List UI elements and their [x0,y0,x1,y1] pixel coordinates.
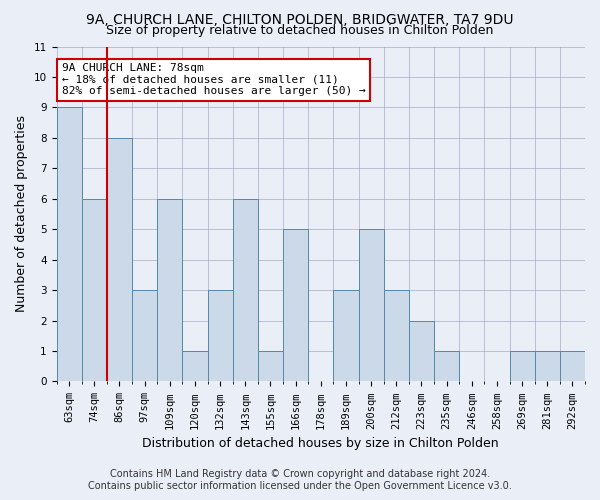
Bar [383,290,409,382]
Bar [359,229,383,382]
Bar [560,351,585,382]
Bar [107,138,132,382]
Bar [208,290,233,382]
Bar [283,229,308,382]
Text: Size of property relative to detached houses in Chilton Polden: Size of property relative to detached ho… [106,24,494,37]
Bar [535,351,560,382]
Bar [409,320,434,382]
Text: 9A CHURCH LANE: 78sqm
← 18% of detached houses are smaller (11)
82% of semi-deta: 9A CHURCH LANE: 78sqm ← 18% of detached … [62,63,365,96]
Bar [258,351,283,382]
X-axis label: Distribution of detached houses by size in Chilton Polden: Distribution of detached houses by size … [142,437,499,450]
Bar [157,198,182,382]
Bar [334,290,359,382]
Bar [509,351,535,382]
Bar [132,290,157,382]
Bar [233,198,258,382]
Bar [182,351,208,382]
Bar [82,198,107,382]
Text: 9A, CHURCH LANE, CHILTON POLDEN, BRIDGWATER, TA7 9DU: 9A, CHURCH LANE, CHILTON POLDEN, BRIDGWA… [86,12,514,26]
Bar [434,351,459,382]
Bar [56,108,82,382]
Y-axis label: Number of detached properties: Number of detached properties [15,116,28,312]
Text: Contains HM Land Registry data © Crown copyright and database right 2024.
Contai: Contains HM Land Registry data © Crown c… [88,470,512,491]
